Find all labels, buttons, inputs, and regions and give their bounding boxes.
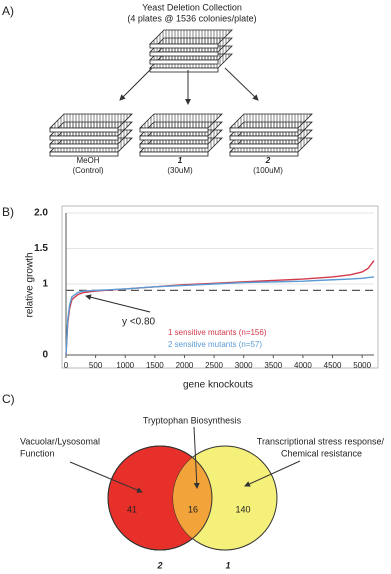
subtitle: (4 plates @ 1536 colonies/plate) xyxy=(127,13,256,23)
y-tick-label: 1.5 xyxy=(34,243,48,254)
annotation: Function xyxy=(20,448,55,458)
x-tick-label: 2500 xyxy=(205,361,223,370)
condition: MeOH xyxy=(76,156,99,165)
x-tick-label: 5000 xyxy=(353,361,371,370)
y-tick-label: 1 xyxy=(42,279,48,290)
annotation: y <0.80 xyxy=(122,317,156,328)
panel-label: C) xyxy=(2,392,15,406)
x-tick-label: 0 xyxy=(64,361,69,370)
venn-count: 41 xyxy=(127,504,137,514)
arrow xyxy=(224,67,259,101)
plate-edge xyxy=(139,135,209,141)
x-tick-label: 3500 xyxy=(264,361,282,370)
plate-edge xyxy=(139,143,209,149)
plate-edge xyxy=(229,151,299,157)
venn-outline xyxy=(107,445,213,551)
plate xyxy=(139,113,223,129)
dose: (30uM) xyxy=(167,166,193,175)
plate-edge xyxy=(149,43,219,49)
venn-overlap xyxy=(173,446,212,550)
plate-edge xyxy=(49,135,119,141)
plate-edge xyxy=(49,151,119,157)
plate-edge xyxy=(229,143,299,149)
y-tick-label: 2.0 xyxy=(34,208,48,219)
plate-edge xyxy=(139,151,209,157)
annotation: Chemical resistance xyxy=(281,448,362,458)
plate-edge xyxy=(229,135,299,141)
plate-edge xyxy=(149,51,219,57)
plate-edge xyxy=(49,143,119,149)
x-tick-label: 3000 xyxy=(235,361,253,370)
x-axis-label: gene knockouts xyxy=(183,380,253,391)
x-tick-label: 4500 xyxy=(324,361,342,370)
dose: (100uM) xyxy=(253,166,283,175)
plate xyxy=(149,29,233,45)
arrow xyxy=(193,426,200,489)
set-label: 1 xyxy=(225,560,230,570)
plate-stacks xyxy=(49,29,313,157)
condition: 1 xyxy=(178,156,183,165)
legend-entry: 2 sensitive mutants (n=57) xyxy=(168,340,262,349)
y-tick-label: 0 xyxy=(42,350,48,361)
x-tick-label: 1500 xyxy=(146,361,164,370)
plate xyxy=(229,113,313,129)
arrow xyxy=(119,67,153,101)
series-line xyxy=(65,260,375,356)
x-tick-label: 500 xyxy=(89,361,103,370)
venn-count: 16 xyxy=(188,504,198,514)
x-tick-label: 2000 xyxy=(176,361,194,370)
legend-entry: 1 sensitive mutants (n=156) xyxy=(168,328,267,337)
dose: (Control) xyxy=(72,166,103,175)
arrow xyxy=(244,460,301,487)
plate-edge xyxy=(149,67,219,73)
plate xyxy=(49,113,133,129)
annotation: Tryptophan Biosynthesis xyxy=(143,415,242,425)
set-label: 2 xyxy=(156,560,162,570)
x-tick-label: 4000 xyxy=(294,361,312,370)
arrow xyxy=(69,461,143,493)
condition: 2 xyxy=(265,156,271,165)
annotation: Vacuolar/Lysosomal xyxy=(20,436,100,446)
plot-frame xyxy=(61,205,379,369)
title: Yeast Deletion Collection xyxy=(142,2,242,12)
series-line xyxy=(65,276,375,356)
annotation-arrow xyxy=(85,294,151,313)
annotation: Transcriptional stress response/ xyxy=(257,436,385,446)
panel-label: A) xyxy=(2,4,14,18)
plate-edge xyxy=(149,59,219,65)
plate-edge xyxy=(229,127,299,133)
panel-label: B) xyxy=(2,205,14,219)
plate-edge xyxy=(49,127,119,133)
plot: 0 1 1.5 2.0 0 500 1000 1500 2000 2500 3000 3500 4000… xyxy=(34,208,375,370)
x-tick-label: 1000 xyxy=(116,361,134,370)
y-axis-label: relative growth xyxy=(25,252,36,317)
plate-edge xyxy=(139,127,209,133)
venn-count: 140 xyxy=(235,504,250,514)
